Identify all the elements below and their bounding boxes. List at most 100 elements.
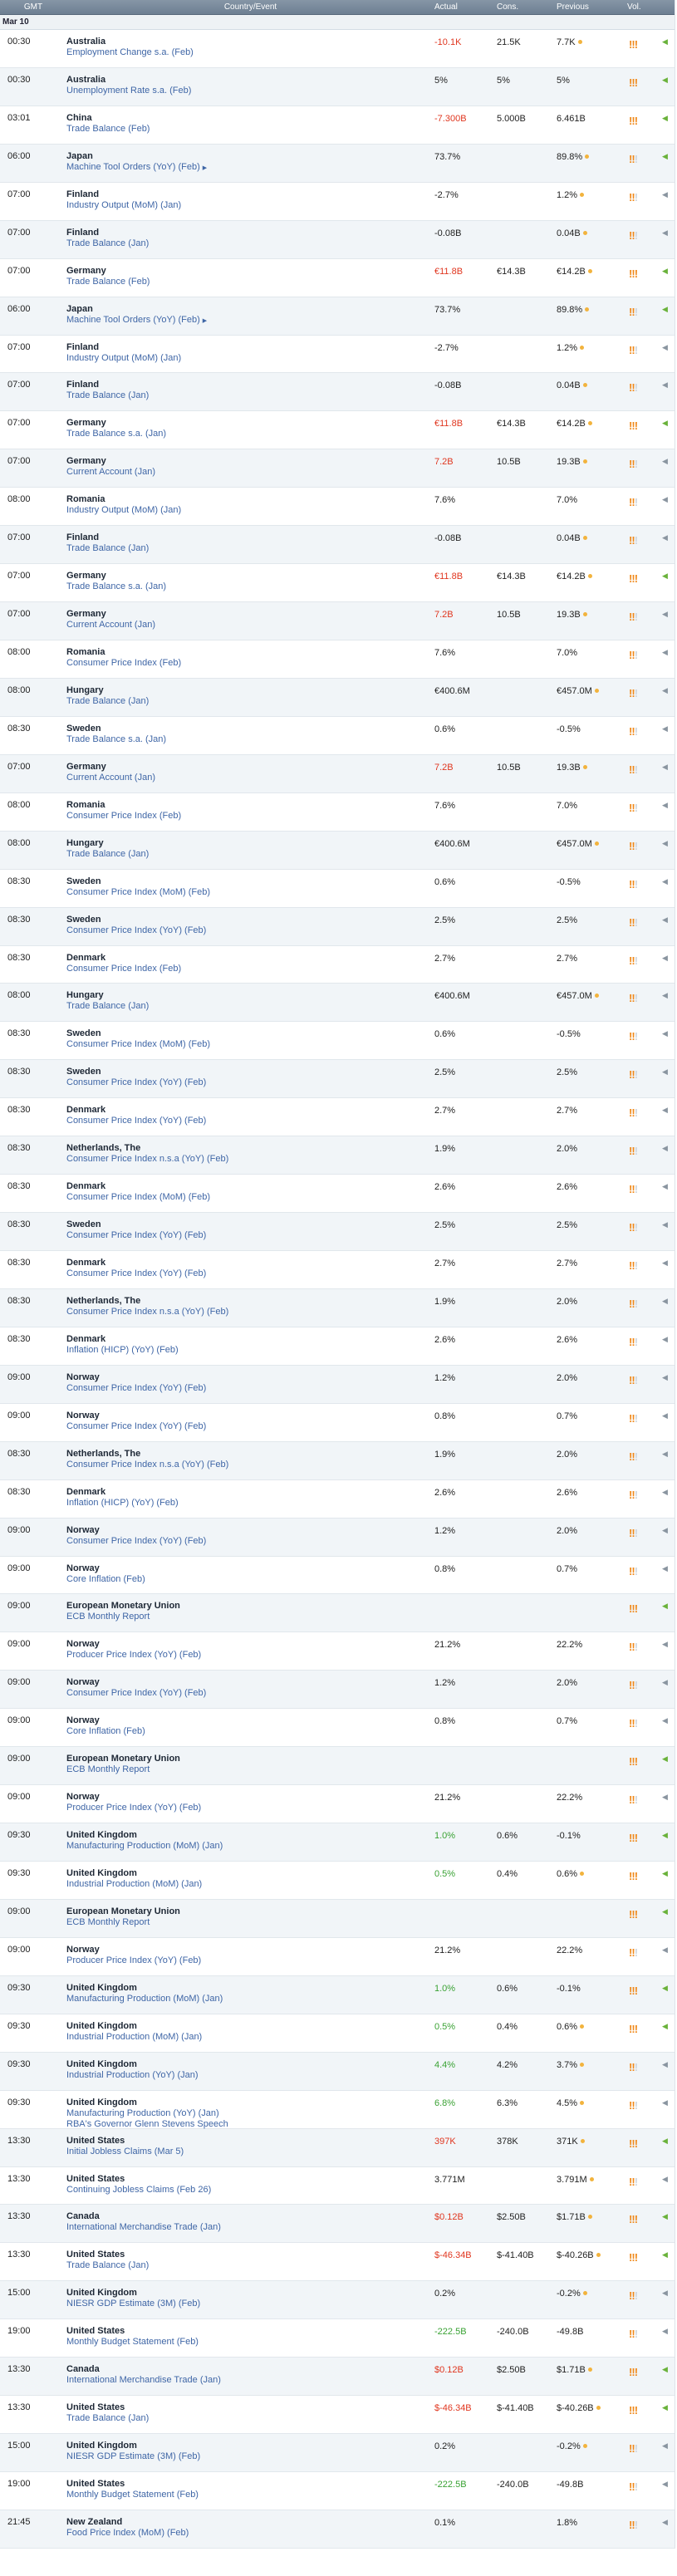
expand-arrow-icon[interactable]: ◀ — [662, 572, 668, 581]
event-link[interactable]: Inflation (HICP) (YoY) (Feb) — [66, 1497, 179, 1508]
expand-arrow-icon[interactable]: ◀ — [662, 1869, 668, 1877]
expand-arrow-icon[interactable]: ◀ — [662, 1716, 668, 1725]
expand-arrow-icon[interactable]: ◀ — [662, 1793, 668, 1802]
event-link[interactable]: Core Inflation (Feb) — [66, 1726, 145, 1737]
expand-arrow-icon[interactable]: ◀ — [662, 1678, 668, 1687]
event-link[interactable]: Trade Balance s.a. (Jan) — [66, 429, 167, 439]
expand-arrow-icon[interactable]: ◀ — [662, 1334, 668, 1343]
event-link[interactable]: Trade Balance s.a. (Jan) — [66, 581, 167, 592]
expand-arrow-icon[interactable]: ◀ — [662, 648, 668, 656]
expand-arrow-icon[interactable]: ◀ — [662, 1372, 668, 1381]
expand-arrow-icon[interactable]: ◀ — [662, 2327, 668, 2336]
event-link[interactable]: Consumer Price Index (YoY) (Feb) — [66, 1535, 207, 1546]
event-link[interactable]: Industry Output (MoM) (Jan) — [66, 505, 182, 516]
expand-arrow-icon[interactable]: ◀ — [662, 1754, 668, 1764]
expand-arrow-icon[interactable]: ◀ — [662, 113, 668, 122]
expand-arrow-icon[interactable]: ◀ — [662, 1259, 668, 1267]
event-link[interactable]: Core Inflation (Feb) — [66, 1573, 145, 1584]
play-icon[interactable]: ▶ — [202, 164, 208, 171]
event-link[interactable]: Consumer Price Index (Feb) — [66, 963, 182, 974]
expand-arrow-icon[interactable]: ◀ — [662, 2174, 668, 2183]
expand-arrow-icon[interactable]: ◀ — [662, 1563, 668, 1573]
event-link[interactable]: Consumer Price Index n.s.a (YoY) (Feb) — [66, 1306, 229, 1317]
event-link[interactable]: Trade Balance (Jan) — [66, 543, 150, 554]
event-link[interactable]: Trade Balance (Jan) — [66, 848, 150, 859]
event-link[interactable]: International Merchandise Trade (Jan) — [66, 2375, 221, 2386]
expand-arrow-icon[interactable]: ◀ — [662, 762, 668, 771]
expand-arrow-icon[interactable]: ◀ — [662, 1906, 668, 1916]
event-link[interactable]: Trade Balance (Jan) — [66, 238, 150, 248]
expand-arrow-icon[interactable]: ◀ — [662, 915, 668, 924]
event-link[interactable]: Consumer Price Index (YoY) (Feb) — [66, 1077, 207, 1088]
event-link[interactable]: Machine Tool Orders (YoY) (Feb) ▶ — [66, 314, 208, 325]
event-link[interactable]: Consumer Price Index (Feb) — [66, 658, 182, 668]
play-icon[interactable]: ▶ — [202, 317, 208, 324]
expand-arrow-icon[interactable]: ◀ — [662, 1945, 668, 1954]
expand-arrow-icon[interactable]: ◀ — [662, 1182, 668, 1191]
event-link[interactable]: Food Price Index (MoM) (Feb) — [66, 2527, 189, 2538]
event-link[interactable]: RBA's Governor Glenn Stevens Speech — [66, 2118, 228, 2129]
expand-arrow-icon[interactable]: ◀ — [662, 37, 668, 46]
expand-arrow-icon[interactable]: ◀ — [662, 419, 668, 428]
expand-arrow-icon[interactable]: ◀ — [662, 685, 668, 694]
event-link[interactable]: Trade Balance (Jan) — [66, 1001, 150, 1012]
expand-arrow-icon[interactable]: ◀ — [662, 1487, 668, 1496]
expand-arrow-icon[interactable]: ◀ — [662, 304, 668, 313]
event-link[interactable]: Consumer Price Index (Feb) — [66, 810, 182, 821]
event-link[interactable]: Monthly Budget Statement (Feb) — [66, 2337, 199, 2348]
expand-arrow-icon[interactable]: ◀ — [662, 2289, 668, 2298]
event-link[interactable]: Current Account (Jan) — [66, 467, 155, 478]
expand-arrow-icon[interactable]: ◀ — [662, 380, 668, 390]
expand-arrow-icon[interactable]: ◀ — [662, 2136, 668, 2145]
event-link[interactable]: Consumer Price Index (YoY) (Feb) — [66, 1268, 207, 1278]
expand-arrow-icon[interactable]: ◀ — [662, 2212, 668, 2221]
event-link[interactable]: Manufacturing Production (MoM) (Jan) — [66, 1993, 223, 2004]
expand-arrow-icon[interactable]: ◀ — [662, 610, 668, 619]
event-link[interactable]: Trade Balance s.a. (Jan) — [66, 734, 167, 744]
event-link[interactable]: Industrial Production (YoY) (Jan) — [66, 2069, 199, 2080]
expand-arrow-icon[interactable]: ◀ — [662, 75, 668, 84]
expand-arrow-icon[interactable]: ◀ — [662, 189, 668, 199]
expand-arrow-icon[interactable]: ◀ — [662, 1449, 668, 1458]
event-link[interactable]: Manufacturing Production (YoY) (Jan) — [66, 2107, 219, 2118]
event-link[interactable]: Initial Jobless Claims (Mar 5) — [66, 2146, 184, 2156]
expand-arrow-icon[interactable]: ◀ — [662, 1029, 668, 1038]
event-link[interactable]: Trade Balance (Jan) — [66, 2260, 150, 2271]
expand-arrow-icon[interactable]: ◀ — [662, 1602, 668, 1611]
event-link[interactable]: Consumer Price Index (YoY) (Feb) — [66, 1116, 207, 1126]
event-link[interactable]: ECB Monthly Report — [66, 1612, 150, 1622]
expand-arrow-icon[interactable]: ◀ — [662, 1831, 668, 1840]
event-link[interactable]: Trade Balance (Jan) — [66, 695, 150, 706]
expand-arrow-icon[interactable]: ◀ — [662, 457, 668, 466]
event-link[interactable]: Producer Price Index (YoY) (Feb) — [66, 1650, 202, 1661]
event-link[interactable]: Manufacturing Production (MoM) (Jan) — [66, 1841, 223, 1852]
event-link[interactable]: Consumer Price Index (MoM) (Feb) — [66, 886, 210, 897]
expand-arrow-icon[interactable]: ◀ — [662, 2365, 668, 2374]
event-link[interactable]: NIESR GDP Estimate (3M) (Feb) — [66, 2299, 201, 2309]
event-link[interactable]: Employment Change s.a. (Feb) — [66, 47, 194, 57]
expand-arrow-icon[interactable]: ◀ — [662, 1525, 668, 1534]
expand-arrow-icon[interactable]: ◀ — [662, 1067, 668, 1077]
event-link[interactable]: Current Account (Jan) — [66, 620, 155, 631]
expand-arrow-icon[interactable]: ◀ — [662, 953, 668, 962]
event-link[interactable]: Machine Tool Orders (YoY) (Feb) ▶ — [66, 161, 208, 172]
expand-arrow-icon[interactable]: ◀ — [662, 533, 668, 542]
event-link[interactable]: Trade Balance (Feb) — [66, 123, 150, 134]
expand-arrow-icon[interactable]: ◀ — [662, 1106, 668, 1115]
expand-arrow-icon[interactable]: ◀ — [662, 151, 668, 160]
event-link[interactable]: Consumer Price Index (YoY) (Feb) — [66, 925, 207, 935]
expand-arrow-icon[interactable]: ◀ — [662, 1640, 668, 1649]
expand-arrow-icon[interactable]: ◀ — [662, 2480, 668, 2488]
expand-arrow-icon[interactable]: ◀ — [662, 228, 668, 237]
expand-arrow-icon[interactable]: ◀ — [662, 1220, 668, 1229]
event-link[interactable]: ECB Monthly Report — [66, 1764, 150, 1775]
expand-arrow-icon[interactable]: ◀ — [662, 266, 668, 275]
expand-arrow-icon[interactable]: ◀ — [662, 2098, 668, 2107]
expand-arrow-icon[interactable]: ◀ — [662, 1296, 668, 1305]
event-link[interactable]: Consumer Price Index (YoY) (Feb) — [66, 1230, 207, 1241]
event-link[interactable]: Current Account (Jan) — [66, 772, 155, 783]
expand-arrow-icon[interactable]: ◀ — [662, 2403, 668, 2412]
expand-arrow-icon[interactable]: ◀ — [662, 2059, 668, 2068]
expand-arrow-icon[interactable]: ◀ — [662, 2441, 668, 2451]
expand-arrow-icon[interactable]: ◀ — [662, 2517, 668, 2526]
